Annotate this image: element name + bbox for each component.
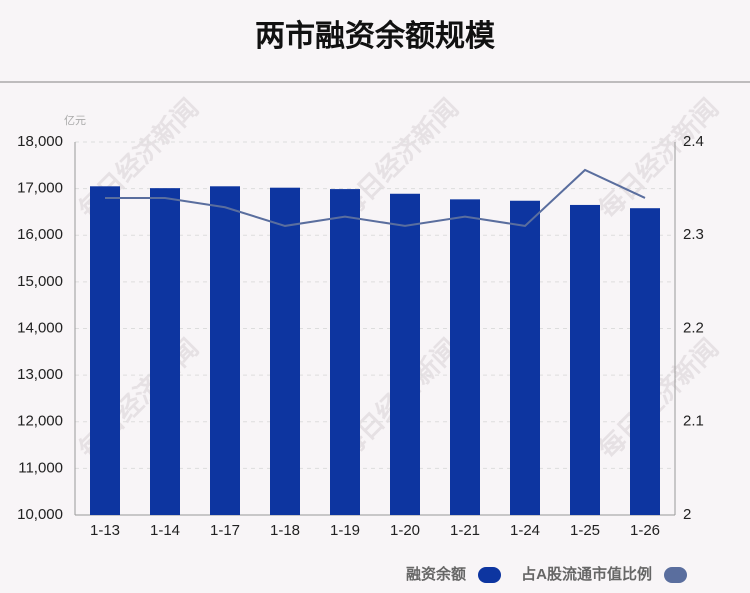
y2-tick-label: 2 <box>683 506 691 523</box>
x-tick-label: 1-21 <box>450 522 480 539</box>
y2-tick-label: 2.2 <box>683 319 704 336</box>
legend-swatch <box>664 567 687 583</box>
bar <box>270 187 300 515</box>
legend-label: 融资余额 <box>406 565 466 583</box>
chart-title: 两市融资余额规模 <box>255 19 495 53</box>
y-tick-label: 16,000 <box>17 226 63 243</box>
x-tick-label: 1-20 <box>390 522 420 539</box>
y-tick-label: 14,000 <box>17 319 63 336</box>
x-tick-label: 1-17 <box>210 522 240 539</box>
y-unit: 亿元 <box>64 114 86 127</box>
y-tick-label: 18,000 <box>17 133 63 150</box>
bar <box>390 193 420 515</box>
x-tick-label: 1-25 <box>570 522 600 539</box>
bar <box>630 208 660 515</box>
bar <box>510 200 540 515</box>
x-tick-label: 1-14 <box>150 522 180 539</box>
y-tick-label: 10,000 <box>17 506 63 523</box>
x-tick-label: 1-26 <box>630 522 660 539</box>
y-tick-label: 13,000 <box>17 366 63 383</box>
legend-label: 占A股流通市值比例 <box>521 565 652 583</box>
bar <box>150 188 180 515</box>
y-tick-label: 15,000 <box>17 273 63 290</box>
bar <box>330 189 360 515</box>
bar <box>450 199 480 515</box>
y-tick-label: 12,000 <box>17 413 63 430</box>
legend-swatch <box>478 567 501 583</box>
y2-tick-label: 2.4 <box>683 133 704 150</box>
x-tick-label: 1-19 <box>330 522 360 539</box>
bar <box>210 186 240 515</box>
x-tick-label: 1-13 <box>90 522 120 539</box>
x-tick-label: 1-24 <box>510 522 540 539</box>
y2-tick-label: 2.1 <box>683 413 704 430</box>
y-tick-label: 17,000 <box>17 180 63 197</box>
line <box>105 168 646 227</box>
y-tick-label: 11,000 <box>18 459 63 476</box>
bar <box>570 204 600 515</box>
bar <box>90 186 120 515</box>
y2-tick-label: 2.3 <box>683 226 704 243</box>
x-tick-label: 1-18 <box>270 522 300 539</box>
